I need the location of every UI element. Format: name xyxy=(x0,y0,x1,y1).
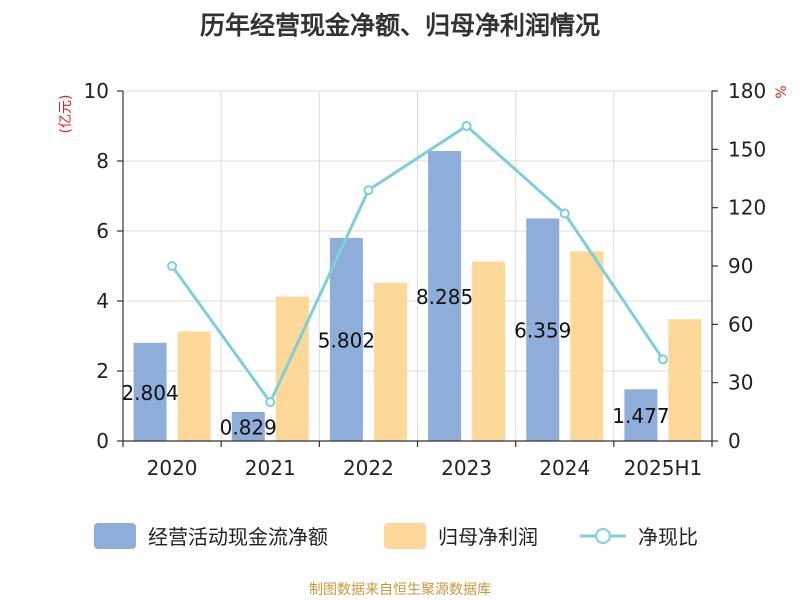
data-label: 5.802 xyxy=(318,328,375,352)
grid-layer xyxy=(123,90,712,441)
legend-label-netprofit: 归母净利润 xyxy=(438,525,538,549)
left-tick-label: 2 xyxy=(96,359,109,383)
data-label: 6.359 xyxy=(514,319,571,343)
right-axis-unit: % xyxy=(774,85,790,98)
bar-cashflow xyxy=(133,342,167,441)
line-layer xyxy=(167,121,668,408)
right-tick-label: 90 xyxy=(728,254,753,278)
ratio-point xyxy=(167,261,178,271)
bar-cashflow xyxy=(329,237,363,441)
bar-netprofit xyxy=(177,331,211,441)
data-label: 0.829 xyxy=(220,415,277,439)
bar-cashflow xyxy=(624,389,658,441)
ratio-line xyxy=(170,124,665,406)
legend-label-cashflow: 经营活动现金流净额 xyxy=(148,525,328,549)
bar-layer xyxy=(133,151,702,441)
left-tick-label: 6 xyxy=(96,219,109,243)
right-tick-label: 150 xyxy=(728,137,766,161)
x-tick-label: 2024 xyxy=(539,456,590,480)
x-tick-label: 2021 xyxy=(245,456,296,480)
data-label: 8.285 xyxy=(416,285,473,309)
ratio-point xyxy=(559,208,570,219)
ratio-point xyxy=(363,185,374,196)
label-layer: 2.804 0.829 5.802 8.285 6.359 1.477 xyxy=(121,285,669,439)
ratio-point xyxy=(265,397,276,408)
data-label: 1.477 xyxy=(612,404,669,428)
right-tick-label: 120 xyxy=(728,196,766,220)
left-tick-label: 0 xyxy=(96,429,109,453)
bar-netprofit xyxy=(472,261,506,441)
x-tick-label: 2025H1 xyxy=(624,456,703,480)
legend: 经营活动现金流净额 归母净利润 净现比 xyxy=(94,523,698,549)
ratio-point xyxy=(461,121,472,131)
right-tick-label: 0 xyxy=(728,429,741,453)
legend-swatch-netprofit xyxy=(384,523,426,549)
bar-netprofit xyxy=(668,319,702,441)
chart-title: 历年经营现金净额、归母净利润情况 xyxy=(199,11,600,40)
bar-netprofit xyxy=(373,282,407,441)
left-tick-label: 10 xyxy=(84,79,109,103)
right-tick-label: 60 xyxy=(728,312,753,336)
x-tick-label: 2020 xyxy=(147,456,198,480)
right-tick-label: 180 xyxy=(728,79,766,103)
bar-cashflow xyxy=(526,218,560,441)
bar-netprofit xyxy=(275,296,309,441)
legend-label-ratio: 净现比 xyxy=(638,525,698,549)
ratio-point xyxy=(657,354,668,365)
right-tick-label: 30 xyxy=(728,371,753,395)
data-label: 2.804 xyxy=(121,381,178,405)
bar-cashflow xyxy=(428,151,462,441)
x-tick-label: 2022 xyxy=(343,456,394,480)
left-axis-unit: (亿元) xyxy=(58,95,74,134)
left-tick-label: 4 xyxy=(96,289,109,313)
left-tick-label: 8 xyxy=(96,149,109,173)
bar-netprofit xyxy=(570,251,604,441)
legend-swatch-cashflow xyxy=(94,523,136,549)
source-note: 制图数据来自恒生聚源数据库 xyxy=(309,582,491,598)
bar-cashflow xyxy=(231,411,265,441)
axis-layer: 0 2 4 6 8 10 0 30 60 90 120 150 180 2020 2021 2022 2023 2… xyxy=(58,79,790,480)
legend-swatch-ratio-point xyxy=(595,528,611,544)
x-tick-label: 2023 xyxy=(441,456,492,480)
